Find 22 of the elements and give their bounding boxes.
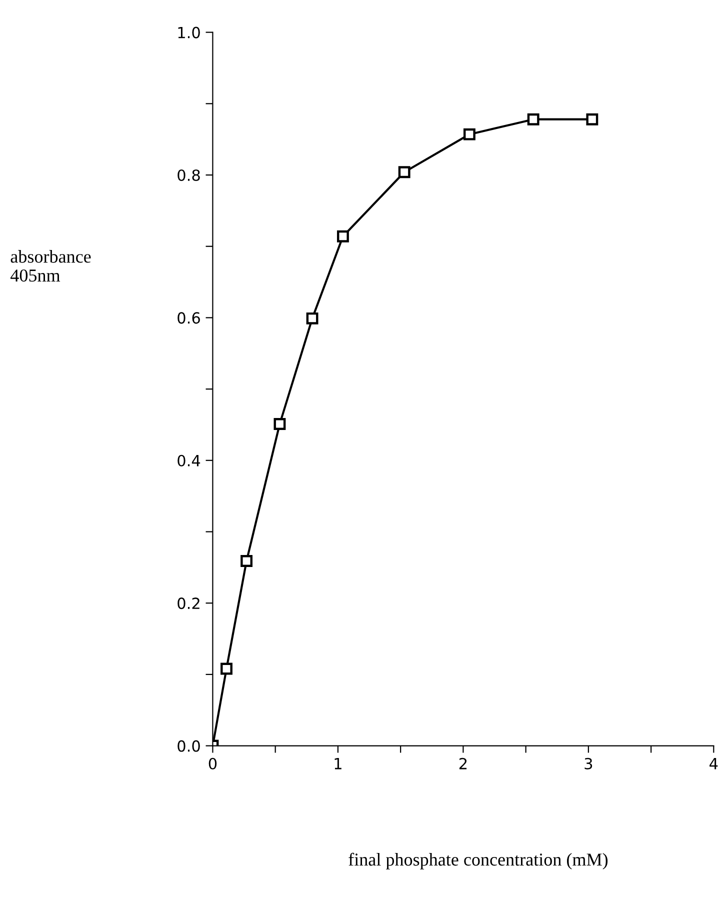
point bbox=[240, 555, 253, 567]
point bbox=[463, 128, 476, 140]
y-tick-label: 0.2 bbox=[178, 598, 200, 610]
x-tick-label: 1 bbox=[334, 758, 342, 770]
point bbox=[220, 662, 232, 675]
point bbox=[274, 418, 286, 430]
x-tick-label: 2 bbox=[459, 758, 467, 770]
x-tick-label: 0 bbox=[208, 758, 217, 770]
y-tick-label: 0.6 bbox=[178, 312, 200, 324]
x-tick-label: 4 bbox=[710, 758, 718, 770]
point bbox=[398, 166, 410, 178]
point bbox=[586, 113, 598, 126]
y-axis-title: absorbance 405nm bbox=[10, 250, 91, 282]
y-tick-label: 0.4 bbox=[178, 454, 200, 466]
x-axis-title: final phosphate concentration (mM) bbox=[348, 852, 608, 870]
y-tick-label: 0.8 bbox=[178, 169, 200, 182]
x-tick-label: 3 bbox=[584, 758, 592, 770]
point bbox=[527, 113, 540, 126]
y-tick-label: 1.0 bbox=[178, 26, 200, 38]
y-tick-label: 0.0 bbox=[178, 740, 200, 752]
point bbox=[336, 230, 349, 242]
point bbox=[306, 312, 318, 324]
